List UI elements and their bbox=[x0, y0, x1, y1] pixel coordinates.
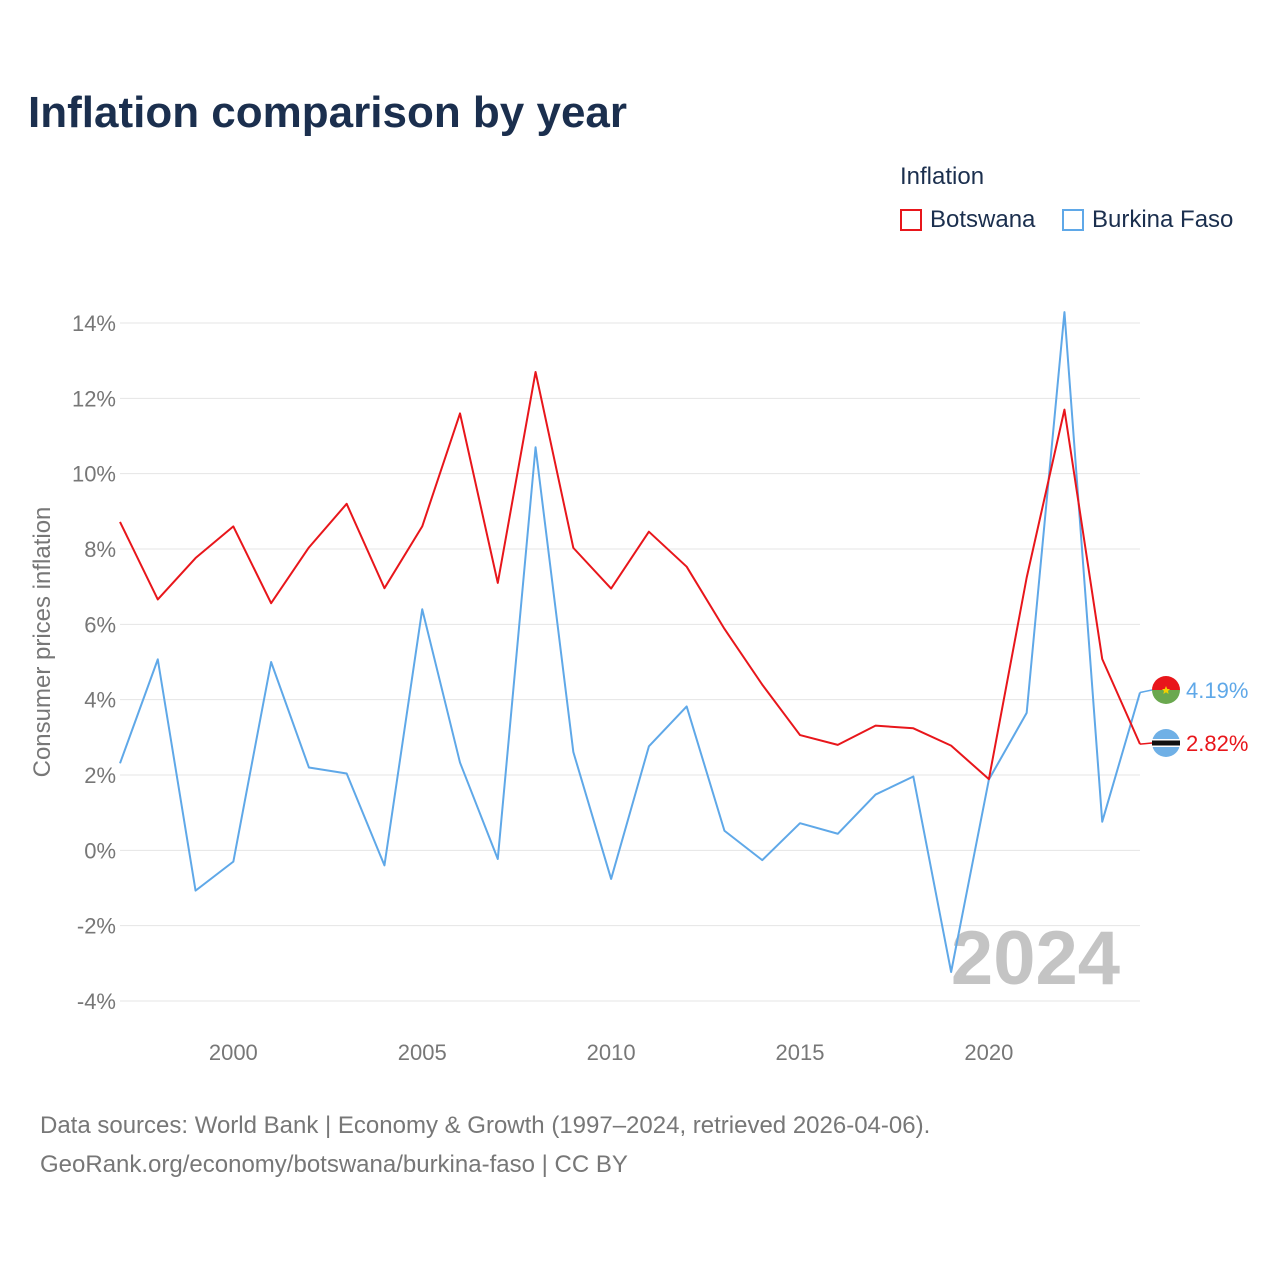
flag-star bbox=[1162, 686, 1170, 694]
y-tick-label: 0% bbox=[84, 838, 116, 863]
flag-icon-burkina-faso bbox=[1152, 676, 1180, 704]
chart-area: -4%-2%0%2%4%6%8%10%12%14% 2000 2005 2010 20… bbox=[29, 311, 1248, 1065]
x-tick-label: 2015 bbox=[776, 1040, 825, 1065]
flag-black-band bbox=[1152, 740, 1180, 746]
legend-label-burkina-faso: Burkina Faso bbox=[1092, 206, 1234, 233]
y-tick-label: 14% bbox=[72, 311, 116, 336]
x-tick-label: 2010 bbox=[587, 1040, 636, 1065]
y-tick-label: -2% bbox=[77, 914, 116, 939]
footer-attribution[interactable]: GeoRank.org/economy/botswana/burkina-fas… bbox=[40, 1151, 628, 1178]
end-label-botswana: 2.82% bbox=[1186, 731, 1248, 756]
flag-icon-botswana bbox=[1152, 729, 1180, 757]
x-tick-label: 2020 bbox=[964, 1040, 1013, 1065]
footer: Data sources: World Bank | Economy & Gro… bbox=[40, 1106, 930, 1184]
y-tick-label: 4% bbox=[84, 688, 116, 713]
end-label-burkina-faso: 4.19% bbox=[1186, 678, 1248, 703]
y-tick-label: 8% bbox=[84, 537, 116, 562]
legend-item-burkina-faso[interactable]: Burkina Faso bbox=[1062, 204, 1233, 236]
y-axis-label: Consumer prices inflation bbox=[29, 507, 56, 778]
year-watermark: 2024 bbox=[951, 916, 1120, 1001]
y-tick-label: 2% bbox=[84, 763, 116, 788]
chart-title: Inflation comparison by year bbox=[28, 88, 628, 137]
y-tick-label: 6% bbox=[84, 612, 116, 637]
legend-swatch-botswana bbox=[900, 209, 922, 231]
series-line-botswana[interactable] bbox=[119, 370, 1141, 781]
x-tick-label: 2005 bbox=[398, 1040, 447, 1065]
y-axis: -4% -2% 0% 2% 4% 6% 8% 10% 12% 14% bbox=[72, 311, 116, 1014]
flag-green-half bbox=[1152, 690, 1180, 704]
footer-sources: Data sources: World Bank | Economy & Gro… bbox=[40, 1112, 931, 1139]
legend-title: Inflation bbox=[900, 163, 985, 190]
y-tick-label: 12% bbox=[72, 386, 116, 411]
legend-item-botswana[interactable]: Botswana bbox=[900, 204, 1035, 236]
y-tick-label: 10% bbox=[72, 462, 116, 487]
legend-label-botswana: Botswana bbox=[930, 206, 1036, 233]
x-axis: 2000 2005 2010 2015 2020 bbox=[209, 1040, 1014, 1065]
flag-red-half bbox=[1152, 676, 1180, 690]
y-tick-label: -4% bbox=[77, 989, 116, 1014]
end-connector-burkina-faso bbox=[1139, 689, 1153, 694]
end-markers: 2.82% 4.19% bbox=[1139, 676, 1248, 757]
series-line-burkina-faso[interactable] bbox=[119, 311, 1141, 973]
end-connector-botswana bbox=[1139, 742, 1153, 745]
legend-swatch-burkina-faso bbox=[1062, 209, 1084, 231]
series-lines bbox=[119, 311, 1141, 973]
x-tick-label: 2000 bbox=[209, 1040, 258, 1065]
grid-lines bbox=[120, 322, 1140, 1002]
